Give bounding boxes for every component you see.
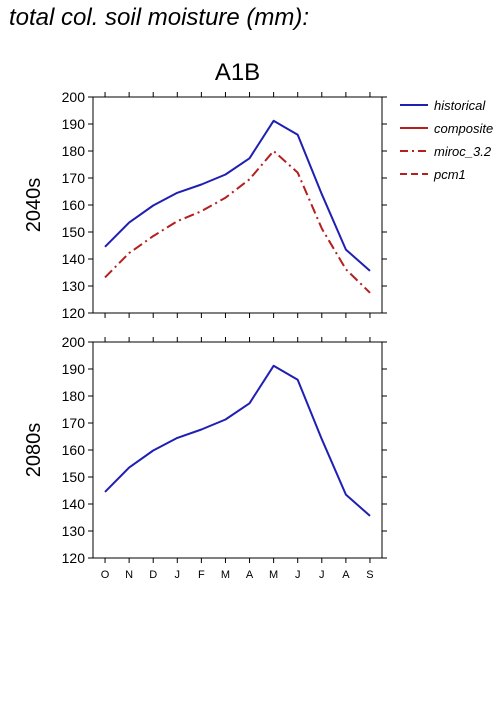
legend-label: historical	[434, 98, 486, 113]
legend-label: pcm1	[433, 167, 466, 182]
x-tick-label: M	[221, 569, 230, 581]
y-tick-label: 140	[62, 251, 86, 267]
y-tick-label: 180	[62, 388, 86, 404]
x-tick-label: S	[366, 569, 373, 581]
x-tick-label: M	[269, 569, 278, 581]
y-tick-label: 120	[62, 305, 86, 321]
x-tick-label: A	[246, 569, 254, 581]
x-tick-label: F	[198, 569, 205, 581]
y-tick-label: 150	[62, 469, 86, 485]
y-tick-label: 160	[62, 197, 86, 213]
x-tick-label: O	[101, 569, 110, 581]
y-tick-label: 170	[62, 170, 86, 186]
y-tick-label: 160	[62, 442, 86, 458]
y-tick-label: 130	[62, 523, 86, 539]
y-tick-label: 190	[62, 361, 86, 377]
y-tick-label: 170	[62, 415, 86, 431]
y-tick-label: 140	[62, 496, 86, 512]
y-tick-label: 120	[62, 550, 86, 566]
y-tick-label: 180	[62, 143, 86, 159]
y-tick-label: 190	[62, 116, 86, 132]
panel-frame-1	[92, 96, 383, 314]
y-tick-label: 200	[62, 334, 86, 350]
x-tick-label: N	[125, 569, 133, 581]
x-tick-label: J	[175, 569, 181, 581]
scenario-title: A1B	[215, 59, 260, 86]
x-tick-label: J	[295, 569, 301, 581]
y-tick-label: 130	[62, 278, 86, 294]
page-title: total col. soil moisture (mm):	[9, 4, 310, 31]
series-line-miroc-3-2	[104, 150, 371, 294]
series-line-historical	[104, 119, 371, 272]
series-line-historical	[104, 364, 371, 517]
panel-frame-2	[92, 341, 383, 559]
x-tick-label: J	[319, 569, 325, 581]
x-tick-label: D	[149, 569, 157, 581]
x-tick-label: A	[342, 569, 350, 581]
legend-label: miroc_3.2	[434, 144, 492, 159]
legend-label: composite	[434, 121, 493, 136]
y-tick-label: 200	[62, 89, 86, 105]
y-tick-label: 150	[62, 224, 86, 240]
panel-ylabel-2: 2080s	[23, 423, 45, 478]
panel-ylabel-1: 2040s	[23, 178, 45, 233]
